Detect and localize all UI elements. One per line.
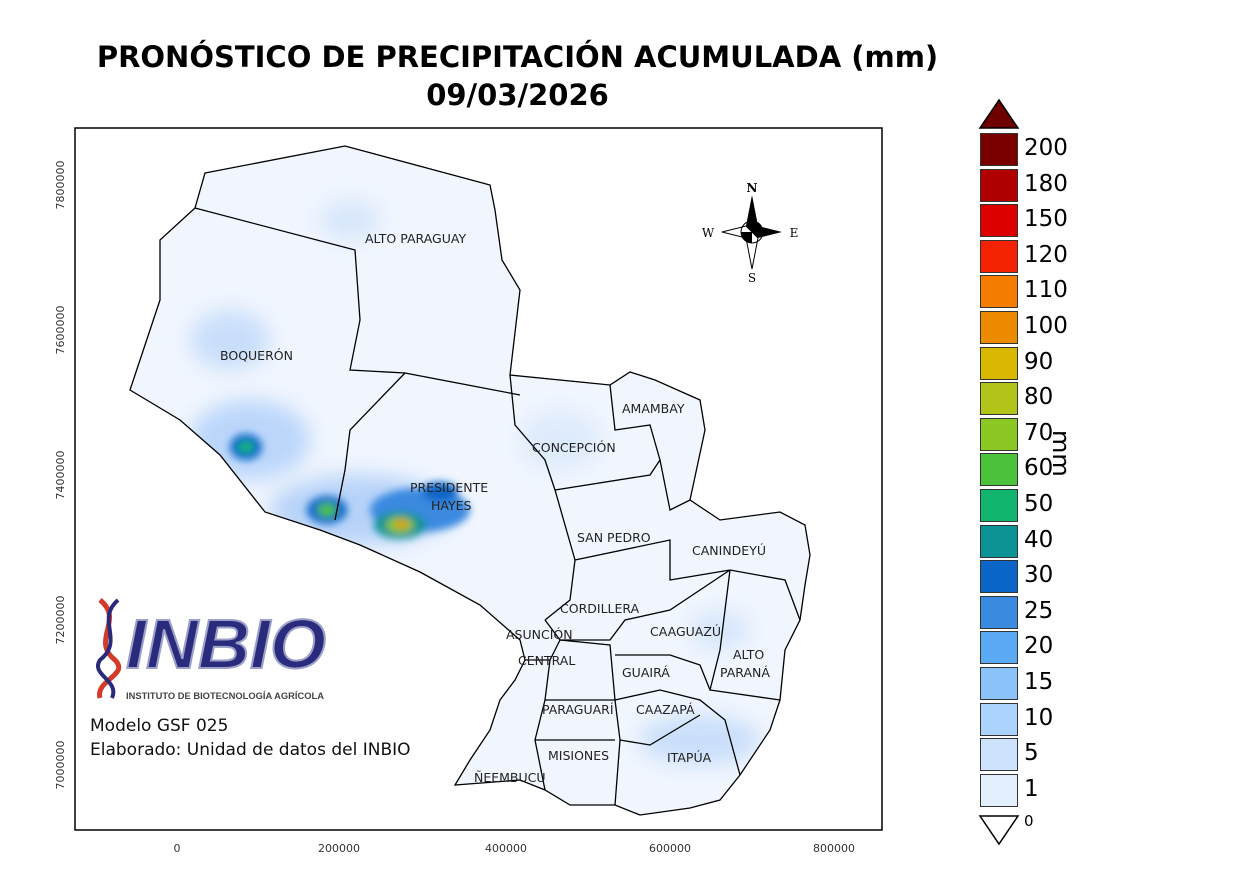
legend-swatch [980,702,1018,736]
label-cordillera: CORDILLERA [560,601,640,616]
y-tick: 7400000 [54,451,67,500]
legend-under-triangle-icon [978,815,1020,846]
legend-swatch [980,524,1018,558]
legend-label: 15 [1024,669,1054,695]
legend-label: 80 [1024,384,1054,411]
legend-label: 120 [1024,241,1068,268]
legend-swatch [980,204,1018,238]
legend-label: 40 [1024,526,1054,553]
legend-swatch [980,311,1018,344]
legend-swatch [980,417,1018,451]
compass-e: E [790,226,799,240]
made-by-credit: Elaborado: Unidad de datos del INBIO [90,740,411,760]
legend-swatch [980,168,1018,202]
legend-swatch [980,560,1018,594]
legend-label: 100 [1024,313,1068,339]
label-amambay: AMAMBAY [622,401,685,416]
label-neembucu: ÑEEMBUCÚ [474,770,546,785]
legend-swatch [980,595,1018,629]
legend-label: 1 [1024,775,1039,802]
legend-swatch [980,773,1018,807]
x-tick: 0 [174,842,181,855]
legend-label: 10 [1024,704,1054,731]
label-misiones: MISIONES [548,748,609,763]
legend-swatch [980,489,1018,522]
x-tick: 800000 [813,842,855,855]
y-tick: 7800000 [54,161,67,210]
logo-subtitle: INSTITUTO DE BIOTECNOLOGÍA AGRÍCOLA [126,691,325,701]
map-title: PRONÓSTICO DE PRECIPITACIÓN ACUMULADA (m… [96,40,939,74]
logo-name: INBIO [126,605,326,683]
department-labels: ALTO PARAGUAY BOQUERÓN PRESIDENTE HAYES … [220,231,770,785]
legend-label: 180 [1024,170,1068,197]
legend-swatch [980,667,1018,700]
y-tick: 7600000 [54,306,67,355]
legend-swatch [980,133,1018,166]
label-itapua: ITAPÚA [667,750,712,765]
legend-swatch [980,382,1018,416]
legend-under-label: 0 [1024,812,1034,830]
north-arrow-icon: N S E W [702,181,799,285]
inbio-logo: INBIO INSTITUTO DE BIOTECNOLOGÍA AGRÍCOL… [96,598,327,701]
legend-label: 30 [1024,562,1054,589]
legend-label: 200 [1024,135,1068,161]
label-alto-parana-1: ALTO [733,647,764,662]
x-tick: 200000 [318,842,360,855]
label-caaguazu: CAAGUAZÚ [650,624,721,639]
legend-swatch [980,275,1018,309]
legend-label: 90 [1024,348,1054,375]
legend-swatch [980,631,1018,665]
model-credit: Modelo GSF 025 [90,716,229,736]
compass-s: S [748,271,756,285]
legend-over-triangle-icon [978,98,1020,129]
compass-n: N [747,181,758,195]
label-canindeyu: CANINDEYÚ [692,543,766,558]
legend-label: 150 [1024,206,1068,233]
y-tick: 7200000 [54,596,67,645]
label-alto-paraguay: ALTO PARAGUAY [365,231,466,246]
label-asuncion: ASUNCIÓN [506,627,573,642]
department-boundaries [129,145,811,816]
legend-swatch [980,738,1018,772]
label-caazapa: CAAZAPÁ [636,702,695,717]
legend-swatch [980,239,1018,273]
label-presidente-hayes-1: PRESIDENTE [410,480,488,495]
map-date: 09/03/2026 [426,78,609,112]
label-boqueron: BOQUERÓN [220,348,293,363]
legend-unit: mm [1047,430,1075,477]
x-tick: 400000 [485,842,527,855]
label-san-pedro: SAN PEDRO [577,530,651,545]
label-concepcion: CONCEPCIÓN [532,440,616,455]
legend-label: 60 [1024,455,1054,482]
label-alto-parana-2: PARANÁ [720,665,770,680]
legend-label: 25 [1024,597,1054,624]
compass-w: W [702,226,715,240]
label-central: CENTRAL [518,653,575,668]
label-guaira: GUAIRÁ [622,665,670,680]
legend-label: 70 [1024,419,1054,446]
y-tick: 7000000 [54,741,67,790]
legend-label: 50 [1024,491,1054,517]
legend-label: 110 [1024,277,1068,304]
legend-swatch [980,453,1018,487]
label-paraguari: PARAGUARÍ [542,702,614,717]
legend-label: 20 [1024,633,1054,660]
y-axis-ticks: 7800000 7600000 7400000 7200000 7000000 [54,161,67,790]
legend-swatch [980,346,1018,380]
label-presidente-hayes-2: HAYES [431,498,472,513]
legend-label: 5 [1024,740,1039,767]
x-axis-ticks: 0 200000 400000 600000 800000 [174,842,856,855]
x-tick: 600000 [649,842,691,855]
